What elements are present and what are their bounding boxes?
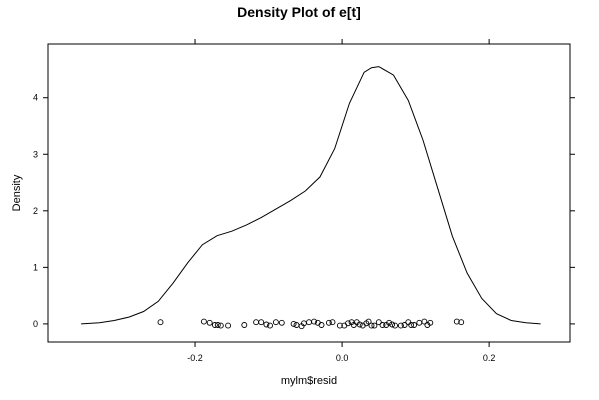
rug-point <box>405 319 412 326</box>
y-tick-label: 2 <box>33 206 38 216</box>
y-tick-label: 3 <box>33 149 38 159</box>
rug-point <box>306 319 312 326</box>
rug-point <box>356 321 363 328</box>
x-tick-label: -0.2 <box>187 353 203 363</box>
x-tick-label: 0.2 <box>483 353 496 363</box>
rug-point <box>278 319 285 326</box>
rug-point <box>416 319 423 326</box>
chart-title: Density Plot of e[t] <box>237 4 361 20</box>
rug-point <box>397 322 404 329</box>
y-axis-label: Density <box>11 174 23 211</box>
rug-point <box>408 322 415 328</box>
plot-frame <box>47 43 571 343</box>
rug-point <box>401 322 408 328</box>
rug-point <box>293 322 300 328</box>
rug-point <box>200 318 207 325</box>
rug-point <box>258 319 265 326</box>
rug-point <box>217 322 224 329</box>
rug-point <box>365 318 372 325</box>
axis-tick-labels: -0.2 0.0 0.2 0 1 2 3 4 <box>33 93 495 363</box>
rug-point <box>345 320 351 327</box>
rug-point <box>386 319 393 326</box>
rug-point <box>375 319 382 326</box>
rug-point <box>241 322 248 328</box>
rug-point <box>206 319 213 326</box>
rug-point <box>389 321 396 328</box>
rug-point <box>290 320 297 327</box>
rug-point <box>329 319 336 326</box>
rug-point <box>371 322 378 329</box>
rug-point <box>458 319 465 326</box>
rug-point <box>411 322 418 328</box>
rug-point <box>267 322 273 329</box>
rug-point <box>421 318 428 325</box>
y-tick-label: 0 <box>33 319 38 329</box>
rug-point <box>325 319 332 326</box>
y-tick-label: 4 <box>33 93 38 103</box>
rug-point <box>214 322 221 328</box>
y-tick-label: 1 <box>33 262 38 272</box>
axis-ticks <box>43 39 575 347</box>
rug-point <box>379 322 386 328</box>
rug-point <box>157 319 164 326</box>
rug-point <box>368 322 375 329</box>
rug-point <box>359 322 366 329</box>
rug-point <box>427 319 434 326</box>
rug-point <box>453 318 460 325</box>
rug-point <box>225 322 232 329</box>
rug-point <box>263 321 270 328</box>
x-tick-label: 0.0 <box>336 353 349 363</box>
rug-point <box>211 322 218 328</box>
rug-point <box>336 322 343 329</box>
rug-points <box>157 318 465 330</box>
rug-point <box>253 319 260 326</box>
x-axis-label: mylm$resid <box>281 375 337 387</box>
rug-point <box>272 319 279 326</box>
rug-point <box>311 318 318 325</box>
rug-point <box>318 322 325 328</box>
rug-point <box>392 322 398 329</box>
density-line <box>81 66 541 325</box>
